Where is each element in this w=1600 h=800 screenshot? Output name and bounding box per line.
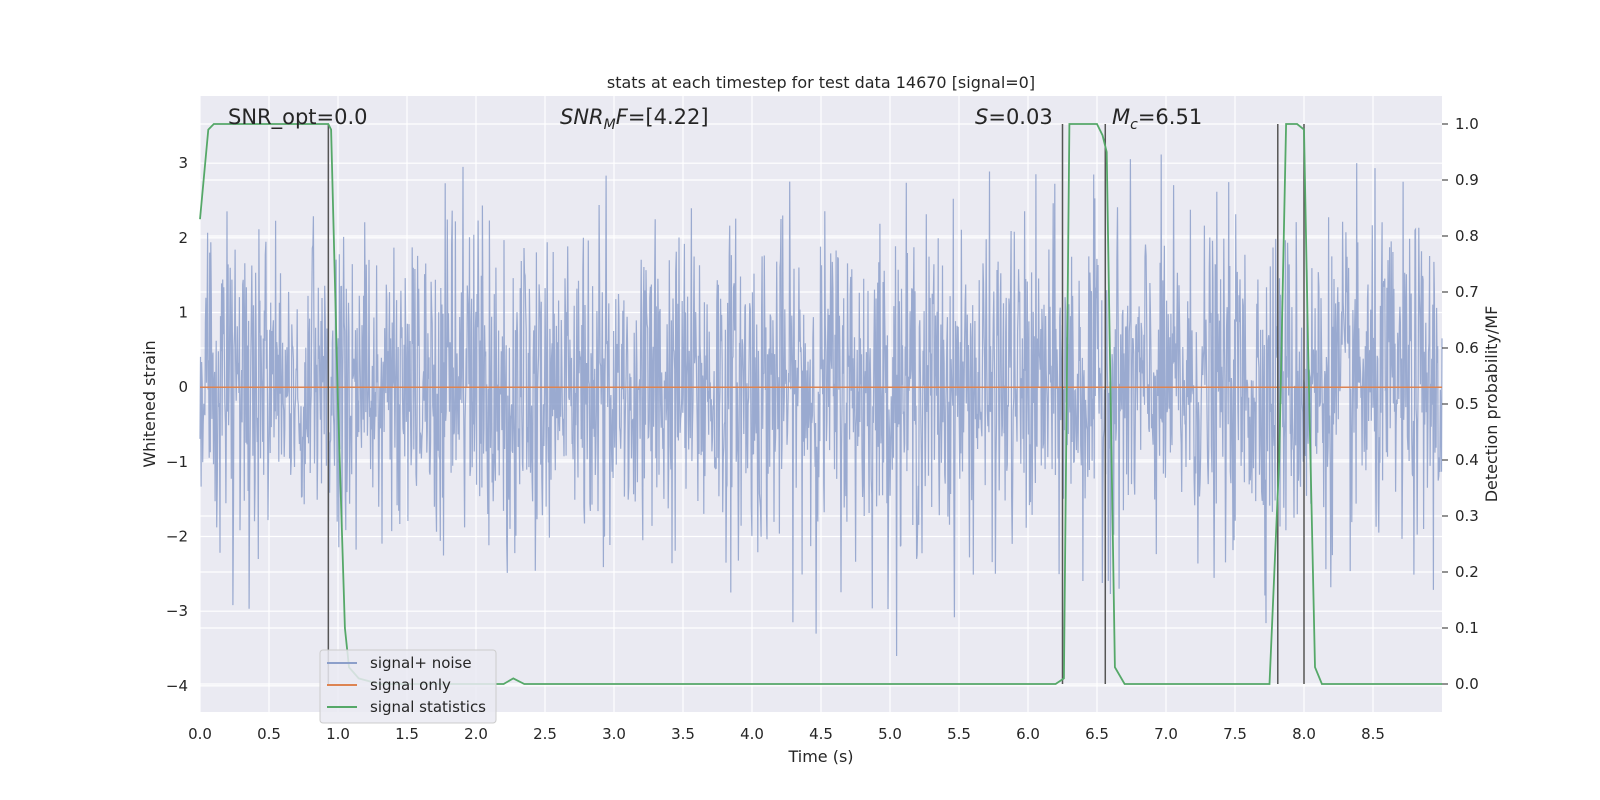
signal-statistics-line bbox=[199, 123, 1442, 685]
x-tick-label: 8.5 bbox=[1361, 725, 1385, 743]
y-tick-label: 1 bbox=[178, 304, 188, 322]
y-tick-label: −2 bbox=[166, 528, 188, 546]
y2-tick-label: 0.2 bbox=[1455, 563, 1479, 581]
y2-tick-label: 0.9 bbox=[1455, 171, 1479, 189]
x-tick-label: 4.0 bbox=[740, 725, 764, 743]
annotation-s: S=0.03 bbox=[975, 105, 1053, 129]
x-tick-label: 6.0 bbox=[1016, 725, 1040, 743]
x-tick-label: 7.5 bbox=[1223, 725, 1247, 743]
x-tick-label: 6.5 bbox=[1085, 725, 1109, 743]
x-tick-label: 5.5 bbox=[947, 725, 971, 743]
x-tick-label: 7.0 bbox=[1154, 725, 1178, 743]
chart-title: stats at each timestep for test data 146… bbox=[607, 73, 1035, 92]
y2-tick-label: 0.3 bbox=[1455, 507, 1479, 525]
x-tick-label: 4.5 bbox=[809, 725, 833, 743]
annotation-mc: Mc=6.51 bbox=[1112, 105, 1202, 133]
y2-tick-label: 0.4 bbox=[1455, 451, 1479, 469]
x-tick-label: 3.0 bbox=[602, 725, 626, 743]
x-tick-label: 2.5 bbox=[533, 725, 557, 743]
legend: signal+ noise signal only signal statist… bbox=[319, 649, 497, 724]
annotation-snr-opt: SNR_opt=0.0 bbox=[228, 105, 368, 130]
legend-label-signal: signal only bbox=[370, 676, 451, 694]
legend-label-stats: signal statistics bbox=[370, 698, 486, 716]
y2-tick-label: 1.0 bbox=[1455, 115, 1479, 133]
y2-tick-label: 0.6 bbox=[1455, 339, 1479, 357]
y2-tick-label: 0.0 bbox=[1455, 675, 1479, 693]
x-tick-label: 5.0 bbox=[878, 725, 902, 743]
y2-axis-label: Detection probability/MF bbox=[1482, 306, 1501, 503]
y2-tick-label: 0.7 bbox=[1455, 283, 1479, 301]
noise-line bbox=[199, 154, 1443, 657]
y-tick-labels: −4 −3 −2 −1 0 1 2 3 bbox=[166, 154, 188, 695]
y2-tick-labels: 0.0 0.1 0.2 0.3 0.4 0.5 0.6 0.7 0.8 0.9 1.0 bbox=[1442, 115, 1479, 693]
y2-tick-label: 0.1 bbox=[1455, 619, 1479, 637]
legend-label-noise: signal+ noise bbox=[370, 654, 472, 672]
vertical-markers bbox=[327, 124, 1305, 684]
y-tick-label: −3 bbox=[166, 602, 188, 620]
x-tick-label: 8.0 bbox=[1292, 725, 1316, 743]
x-tick-labels: 0.0 0.5 1.0 1.5 2.0 2.5 3.0 3.5 4.0 4.5 5.0 5.5 6.0 6… bbox=[188, 725, 1385, 743]
x-tick-label: 3.5 bbox=[671, 725, 695, 743]
x-tick-label: 1.0 bbox=[326, 725, 350, 743]
grid bbox=[199, 96, 1442, 712]
y-tick-label: −4 bbox=[166, 677, 188, 695]
y2-tick-label: 0.5 bbox=[1455, 395, 1479, 413]
signal-statistics-series bbox=[199, 123, 1442, 685]
y-tick-label: 0 bbox=[178, 378, 188, 396]
y-tick-label: 3 bbox=[178, 154, 188, 172]
x-axis-label: Time (s) bbox=[787, 747, 853, 766]
y-tick-label: 2 bbox=[178, 229, 188, 247]
annotation-snr-mf: SNRMF=[4.22] bbox=[560, 105, 709, 133]
x-tick-label: 2.0 bbox=[464, 725, 488, 743]
x-tick-label: 1.5 bbox=[395, 725, 419, 743]
x-tick-label: 0.0 bbox=[188, 725, 212, 743]
y2-tick-label: 0.8 bbox=[1455, 227, 1479, 245]
signal-noise-series bbox=[199, 154, 1443, 657]
x-tick-label: 0.5 bbox=[257, 725, 281, 743]
legend-box bbox=[319, 649, 497, 724]
y-axis-label: Whitened strain bbox=[140, 340, 159, 467]
y-tick-label: −1 bbox=[166, 453, 188, 471]
